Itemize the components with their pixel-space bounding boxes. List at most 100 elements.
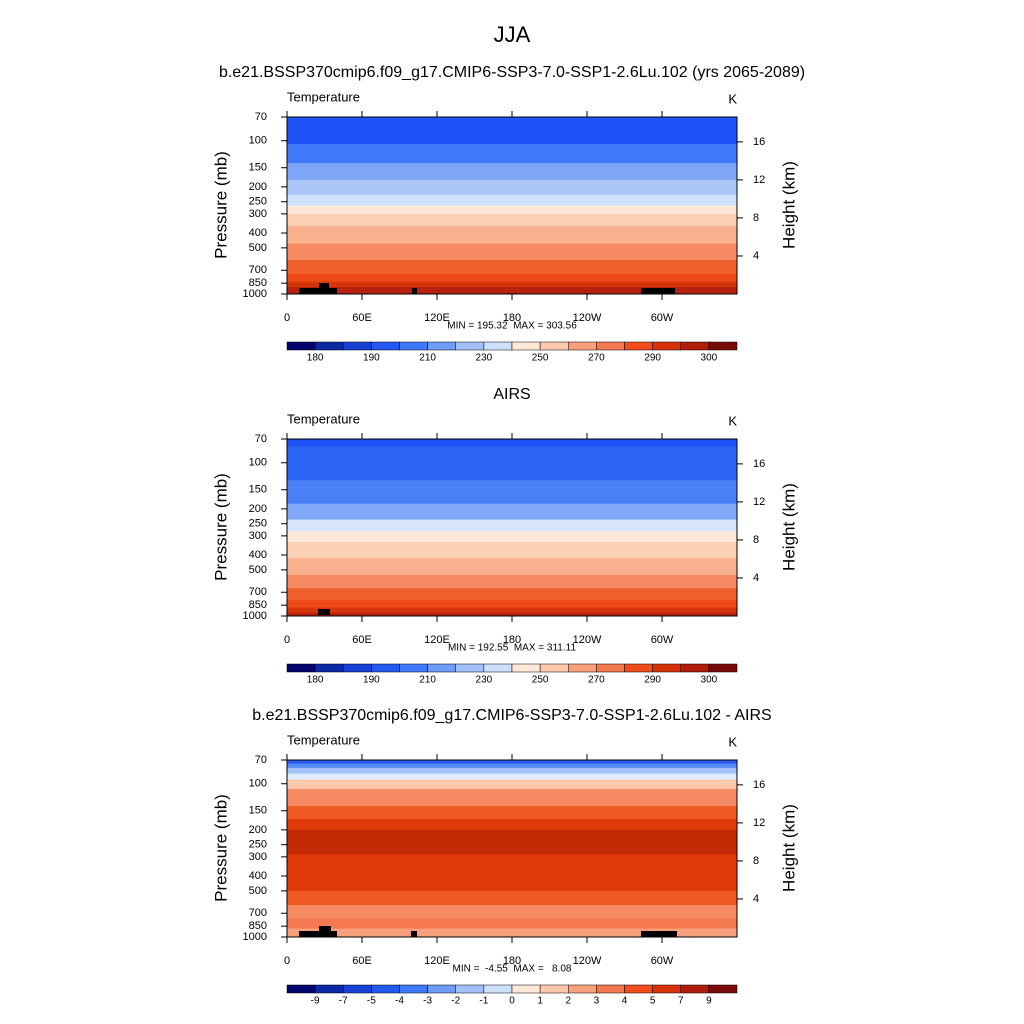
colorbar-label: 9 [706,996,712,1007]
contour-band [287,768,737,775]
colorbar-box [371,341,400,351]
stats-label: MIN = 195.32 MAX = 303.56 [447,321,577,332]
colorbar-box [708,663,738,673]
contour-band [287,918,737,929]
y-tick-label: 250 [249,196,267,208]
y-axis-title: Pressure (mb) [211,151,230,259]
x-tick-label: 120E [424,955,450,967]
y2-tick-label: 12 [753,817,765,829]
figure-title: JJA [494,22,531,47]
x-tick-label: 120W [573,312,602,324]
colorbar-label: 190 [363,675,380,686]
y-axis-title: Pressure (mb) [211,473,230,581]
colorbar-box [596,663,625,673]
y2-tick-label: 8 [753,855,759,867]
colorbar-box [427,663,456,673]
y-tick-label: 200 [249,181,267,193]
colorbar-box [511,984,541,994]
contour-band [287,779,737,790]
colorbar-box [596,984,625,994]
y-tick-label: 1000 [243,610,267,622]
colorbar-box [371,663,400,673]
colorbar-label: 300 [701,353,718,364]
terrain [318,609,330,615]
panel: b.e21.BSSP370cmip6.f09_g17.CMIP6-SSP3-7.… [211,707,798,1006]
panel-title: b.e21.BSSP370cmip6.f09_g17.CMIP6-SSP3-7.… [252,707,771,724]
y-tick-label: 200 [249,503,267,515]
stats-label: MIN = 192.55 MAX = 311.11 [448,643,576,654]
colorbar-box [455,663,485,673]
colorbar-label: -9 [311,996,320,1007]
contour-band [287,194,737,207]
y2-tick-label: 16 [753,458,765,470]
contour-band [287,819,737,831]
colorbar-box [568,984,597,994]
y-tick-label: 150 [249,484,267,496]
y-tick-label: 850 [249,277,267,289]
colorbar-box [427,341,456,351]
x-tick-label: 180 [503,955,521,967]
terrain [411,931,417,937]
colorbar-box [652,984,681,994]
y2-axis-title: Height (km) [779,161,798,249]
contour-band [287,281,737,288]
contour-band [287,503,737,521]
colorbar-label: 180 [307,353,324,364]
panel-title: b.e21.BSSP370cmip6.f09_g17.CMIP6-SSP3-7.… [219,64,805,81]
colorbar-box [286,984,316,994]
contour-band [287,763,737,769]
colorbar-label: 210 [419,353,436,364]
x-tick-label: 60E [352,955,372,967]
colorbar-label: 180 [307,675,324,686]
y-tick-label: 150 [249,162,267,174]
contour-band [287,542,737,559]
contour-band [287,829,737,856]
colorbar-label: 4 [622,996,628,1007]
colorbar-label: -3 [423,996,432,1007]
units-label: K [728,413,737,428]
colorbar-label: 7 [678,996,684,1007]
y2-tick-label: 4 [753,893,759,905]
x-tick-label: 60W [651,955,674,967]
contour-band [287,243,737,261]
y-tick-label: 400 [249,870,267,882]
contour-band [287,163,737,181]
colorbar-box [343,663,372,673]
y-tick-label: 100 [249,778,267,790]
contour-band [287,558,737,576]
y2-tick-label: 8 [753,212,759,224]
y-tick-label: 300 [249,208,267,220]
y2-tick-label: 16 [753,779,765,791]
y-tick-label: 70 [255,433,267,445]
colorbar-label: 3 [594,996,600,1007]
colorbar-box [568,663,597,673]
y2-tick-label: 12 [753,174,765,186]
contour-band [287,480,737,505]
units-label: K [728,734,737,749]
contour-band [287,890,737,906]
colorbar-box [624,984,653,994]
x-tick-label: 60W [651,634,674,646]
colorbar-label: 0 [509,996,515,1007]
y-tick-label: 850 [249,599,267,611]
contour-band [287,117,737,145]
colorbar-label: 2 [565,996,571,1007]
colorbar-label: 1 [537,996,543,1007]
colorbar-label: 190 [363,353,380,364]
colorbar-box [539,984,569,994]
y-tick-label: 400 [249,549,267,561]
colorbar-box [399,984,428,994]
colorbar-label: 290 [644,353,661,364]
y-tick-label: 200 [249,824,267,836]
colorbar-box [680,663,710,673]
contour-band [287,531,737,543]
y-tick-label: 700 [249,586,267,598]
x-tick-label: 0 [284,312,290,324]
colorbar-box [455,341,485,351]
y2-axis-title: Height (km) [779,483,798,571]
terrain [641,931,677,937]
y-tick-label: 100 [249,135,267,147]
contour-band [287,225,737,245]
colorbar-box [652,663,681,673]
y-tick-label: 150 [249,805,267,817]
